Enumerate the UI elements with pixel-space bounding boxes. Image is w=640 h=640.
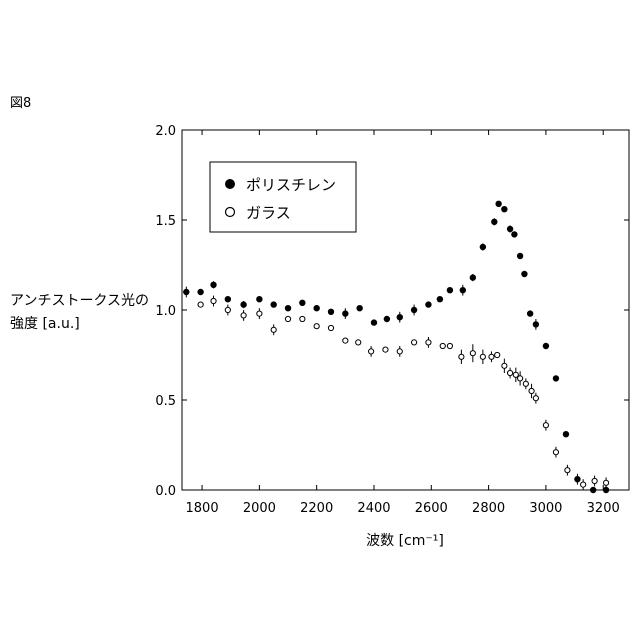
glass-point [480, 354, 485, 359]
glass-point [426, 340, 431, 345]
polystyrene-point [285, 305, 291, 311]
x-tick-label: 2800 [472, 501, 505, 516]
glass-point [198, 302, 203, 307]
polystyrene-point [522, 271, 528, 277]
polystyrene-point [271, 302, 277, 308]
data-points [183, 201, 608, 493]
polystyrene-point [225, 296, 231, 302]
polystyrene-point [563, 431, 569, 437]
glass-point [543, 423, 548, 428]
glass-point [343, 338, 348, 343]
polystyrene-point [447, 287, 453, 293]
glass-point [507, 370, 512, 375]
polystyrene-point [507, 226, 513, 232]
polystyrene-point [241, 302, 247, 308]
x-tick-label: 2600 [415, 501, 448, 516]
polystyrene-point [426, 302, 432, 308]
polystyrene-point [553, 376, 559, 382]
glass-point [300, 316, 305, 321]
y-tick-label: 0.5 [155, 394, 176, 409]
glass-point [314, 324, 319, 329]
glass-point [489, 354, 494, 359]
polystyrene-point [198, 289, 204, 295]
glass-point [369, 349, 374, 354]
x-tick-label: 2400 [357, 501, 390, 516]
legend-label-series-2: ガラス [246, 204, 291, 222]
polystyrene-point [480, 244, 486, 250]
polystyrene-point [211, 282, 217, 288]
legend-label-series-1: ポリスチレン [246, 176, 336, 194]
glass-point [603, 480, 608, 485]
glass-point [565, 468, 570, 473]
polystyrene-point [533, 322, 539, 328]
polystyrene-point [502, 206, 508, 212]
polystyrene-point [384, 316, 390, 322]
glass-point [285, 316, 290, 321]
glass-point [328, 325, 333, 330]
glass-point [502, 363, 507, 368]
glass-point [211, 298, 216, 303]
y-tick-label: 1.5 [155, 214, 176, 229]
glass-point [581, 482, 586, 487]
x-tick-label: 3200 [587, 501, 620, 516]
glass-point [383, 347, 388, 352]
polystyrene-point [257, 296, 263, 302]
polystyrene-point [460, 287, 466, 293]
glass-point [356, 340, 361, 345]
glass-point [592, 478, 597, 483]
glass-point [225, 307, 230, 312]
x-tick-label: 2000 [243, 501, 276, 516]
glass-point [440, 343, 445, 348]
polystyrene-point [371, 320, 377, 326]
glass-point [241, 313, 246, 318]
polystyrene-point [527, 311, 533, 317]
polystyrene-point [496, 201, 502, 207]
polystyrene-point [300, 300, 306, 306]
glass-point [518, 376, 523, 381]
x-tick-label: 2200 [300, 501, 333, 516]
x-axis-label: 波数 [cm⁻¹] [366, 533, 444, 549]
y-tick-label: 1.0 [155, 304, 176, 319]
polystyrene-point [314, 305, 320, 311]
y-tick-label: 0.0 [155, 484, 176, 499]
polystyrene-point [575, 476, 581, 482]
glass-point [529, 388, 534, 393]
legend-marker-open [226, 208, 235, 217]
glass-point [470, 351, 475, 356]
x-tick-label: 1800 [186, 501, 219, 516]
glass-point [411, 340, 416, 345]
polystyrene-point [357, 305, 363, 311]
glass-point [397, 349, 402, 354]
polystyrene-point [512, 232, 518, 238]
polystyrene-point [437, 296, 443, 302]
polystyrene-point [328, 309, 334, 315]
x-tick-label: 3000 [529, 501, 562, 516]
polystyrene-point [183, 289, 189, 295]
glass-point [459, 354, 464, 359]
polystyrene-point [543, 343, 549, 349]
legend-marker-filled [226, 180, 235, 189]
glass-point [553, 450, 558, 455]
glass-point [533, 396, 538, 401]
polystyrene-point [343, 311, 349, 317]
polystyrene-point [470, 275, 476, 281]
polystyrene-point [397, 314, 403, 320]
legend: ポリスチレン ガラス [210, 162, 356, 232]
polystyrene-point [492, 219, 498, 225]
glass-point [257, 311, 262, 316]
polystyrene-point [603, 487, 609, 493]
y-tick-label: 2.0 [155, 124, 176, 139]
glass-point [495, 352, 500, 357]
polystyrene-point [590, 487, 596, 493]
polystyrene-point [411, 307, 417, 313]
glass-point [447, 343, 452, 348]
polystyrene-point [517, 253, 523, 259]
glass-point [523, 381, 528, 386]
glass-point [271, 327, 276, 332]
